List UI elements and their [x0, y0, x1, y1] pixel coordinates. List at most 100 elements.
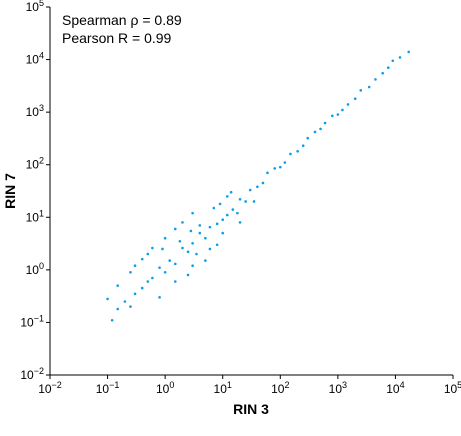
- y-tick-base: 10: [26, 210, 40, 224]
- scatter-point: [129, 305, 132, 308]
- scatter-point: [191, 211, 194, 215]
- scatter-point: [273, 167, 277, 170]
- x-tick-label: 10−2: [38, 380, 62, 396]
- x-tick-base: 10: [96, 382, 110, 396]
- scatter-point: [146, 280, 150, 283]
- y-tick-exponent: −1: [34, 313, 44, 323]
- scatter-point: [195, 252, 198, 256]
- scatter-point: [367, 85, 371, 89]
- x-tick-base: 10: [329, 382, 343, 396]
- scatter-point: [163, 236, 167, 240]
- y-tick-label: 100: [26, 261, 44, 277]
- annotation-pearson: Pearson R = 0.99: [62, 30, 172, 46]
- scatter-point: [289, 152, 292, 156]
- x-tick-label: 103: [329, 380, 347, 396]
- x-tick-base: 10: [214, 382, 228, 396]
- x-tick-base: 10: [444, 382, 458, 396]
- scatter-point: [283, 161, 287, 164]
- scatter-point: [278, 165, 282, 169]
- scatter-point: [133, 292, 137, 296]
- scatter-point: [204, 236, 207, 240]
- y-tick-base: 10: [20, 315, 34, 329]
- scatter-point: [266, 171, 269, 175]
- scatter-point: [208, 247, 212, 251]
- scatter-point: [386, 66, 390, 70]
- x-tick-base: 10: [386, 382, 400, 396]
- scatter-point: [231, 208, 235, 211]
- scatter-point: [168, 259, 171, 262]
- x-tick-exponent: 1: [227, 380, 232, 390]
- x-axis-ticks: 10−2 10−1 100 101 102 103 104 105: [38, 375, 461, 396]
- y-tick-exponent: 2: [39, 156, 44, 166]
- scatter-point: [301, 144, 305, 147]
- scatter-point: [158, 296, 161, 299]
- x-tick-base: 10: [271, 382, 285, 396]
- scatter-point: [151, 246, 154, 250]
- scatter-point: [381, 71, 384, 75]
- x-tick-label: 102: [271, 380, 289, 396]
- scatter-point: [186, 250, 190, 254]
- y-tick-base: 10: [26, 53, 40, 67]
- x-tick-label: 10−1: [96, 380, 120, 396]
- scatter-point: [191, 264, 194, 267]
- scatter-point: [229, 190, 233, 194]
- scatter-point: [296, 149, 299, 153]
- scatter-point: [398, 56, 402, 59]
- scatter-point: [341, 108, 344, 112]
- x-tick-exponent: 2: [284, 380, 289, 390]
- y-tick-label: 104: [26, 51, 44, 67]
- scatter-point: [221, 218, 225, 221]
- scatter-point: [215, 243, 219, 247]
- scatter-point: [212, 206, 216, 210]
- y-tick-label: 10−2: [20, 366, 44, 382]
- y-tick-label: 10−1: [20, 313, 44, 329]
- scatter-point: [106, 297, 109, 301]
- scatter-point: [123, 300, 127, 303]
- scatter-point: [204, 259, 207, 262]
- x-tick-exponent: 5: [457, 380, 461, 390]
- scatter-point: [225, 213, 229, 217]
- scatter-point: [248, 188, 252, 192]
- scatter-point: [191, 242, 194, 245]
- scatter-point: [173, 262, 177, 266]
- scatter-point: [198, 224, 202, 227]
- scatter-point: [198, 231, 202, 235]
- scatter-point: [116, 284, 120, 287]
- scatter-point: [323, 121, 327, 125]
- x-tick-exponent: −1: [109, 380, 119, 390]
- x-tick-base: 10: [38, 382, 52, 396]
- x-tick-exponent: 0: [169, 380, 174, 390]
- scatter-point: [140, 286, 144, 290]
- x-tick-label: 104: [386, 380, 404, 396]
- y-tick-exponent: 0: [39, 261, 44, 271]
- scatter-point: [252, 200, 256, 203]
- y-tick-label: 103: [26, 103, 44, 119]
- scatter-point: [407, 50, 411, 54]
- scatter-point: [236, 211, 239, 215]
- scatter-point: [221, 231, 225, 235]
- y-axis-label: RIN 7: [2, 173, 18, 209]
- scatter-point: [133, 264, 137, 267]
- scatter-point: [186, 273, 190, 277]
- y-tick-label: 102: [26, 156, 44, 172]
- scatter-point: [161, 247, 164, 251]
- scatter-point: [244, 200, 247, 203]
- scatter-point: [129, 270, 132, 274]
- scatter-point: [261, 181, 265, 185]
- x-tick-label: 101: [214, 380, 232, 396]
- scatter-point: [181, 221, 184, 224]
- scatter-point: [238, 221, 242, 224]
- x-tick-label: 105: [444, 380, 461, 396]
- scatter-points: [106, 50, 411, 322]
- scatter-point: [181, 246, 184, 250]
- scatter-point: [336, 113, 340, 116]
- y-tick-exponent: 1: [39, 208, 44, 218]
- y-tick-base: 10: [26, 263, 40, 277]
- y-tick-base: 10: [26, 105, 40, 119]
- y-tick-exponent: 3: [39, 103, 44, 113]
- scatter-point: [116, 307, 120, 311]
- scatter-point: [189, 229, 193, 233]
- scatter-point: [319, 127, 322, 131]
